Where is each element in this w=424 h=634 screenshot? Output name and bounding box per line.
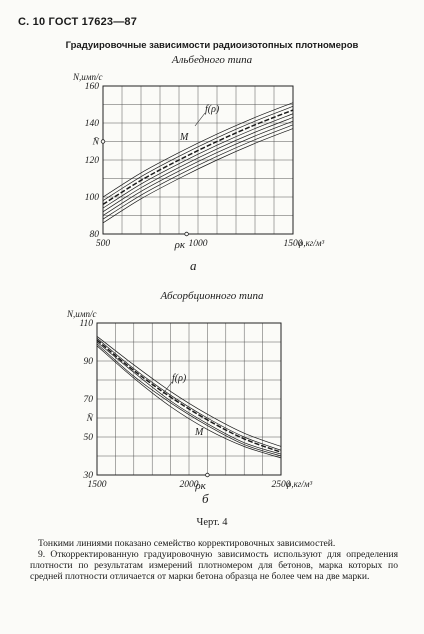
series-line: [96, 337, 282, 451]
x-tick-label: 2000: [180, 480, 199, 490]
curve-leader: [161, 381, 173, 396]
x-marker-point: [184, 231, 189, 237]
series-line: [96, 343, 282, 457]
x-tick-label: 1000: [189, 239, 208, 249]
x-marker-point: [205, 472, 210, 478]
curves: [102, 102, 294, 224]
plot-frame: [102, 85, 294, 235]
series-line: [102, 102, 294, 198]
figure-title: Градуировочные зависимости радиоизотопны…: [65, 40, 359, 51]
y-axis-label: N,имп/с: [66, 309, 97, 319]
plot-frame: [96, 322, 282, 476]
series-line-main: [96, 339, 282, 453]
paragraph-note: Тонкими линиями показано семейство корре…: [38, 538, 336, 549]
grid: [97, 323, 281, 475]
series-line: [102, 117, 294, 213]
y-tick-label: 140: [85, 119, 100, 129]
y-axis-label: N,имп/с: [72, 72, 103, 82]
y-tick-label: 80: [90, 230, 100, 240]
series-line: [102, 120, 294, 216]
x-marker-label: ρк: [194, 480, 206, 492]
y-tick-label: 50: [84, 433, 94, 443]
y-tick-label: 70: [84, 395, 94, 405]
curve-label: f(ρ): [172, 373, 187, 384]
curves: [96, 336, 282, 459]
y-tick-label: 30: [83, 471, 94, 481]
figure-caption: Черт. 4: [196, 517, 228, 528]
series-line: [102, 113, 294, 209]
curve-leader: [194, 112, 206, 127]
series-line: [102, 128, 294, 224]
y-tick-label: 120: [85, 156, 100, 166]
series-line: [102, 124, 294, 220]
y-marker-label: N̄: [92, 136, 100, 147]
y-tick-label: 100: [85, 193, 100, 203]
series-line: [96, 341, 282, 455]
x-tick-label: 2500: [272, 480, 291, 490]
chart-b-subtitle: Абсорбционного типа: [160, 290, 264, 302]
x-tick-label: 500: [96, 239, 111, 249]
x-tick-label: 1500: [88, 480, 107, 490]
series-line-main: [102, 109, 294, 206]
paragraph-9: 9. Откорректированную градуировочную зав…: [30, 549, 398, 582]
x-marker-label: ρк: [174, 239, 186, 251]
series-line: [96, 336, 282, 447]
grid: [103, 86, 293, 234]
y-tick-label: 110: [79, 319, 93, 329]
page-header: С. 10 ГОСТ 17623—87: [18, 16, 138, 28]
x-tick-label: 1500: [284, 239, 303, 249]
y-tick-label-mean: N̄: [86, 413, 94, 424]
x-axis-label: ρ,кг/м³: [286, 479, 313, 489]
chart-b-letter: б: [202, 491, 209, 506]
point-label: M: [179, 132, 189, 143]
chart-a-subtitle: Альбедного типа: [171, 54, 253, 66]
chart-a-letter: а: [190, 258, 197, 273]
curve-label: f(ρ): [205, 104, 220, 115]
y-tick-label: 160: [85, 82, 100, 92]
y-tick-label: 90: [84, 357, 94, 367]
y-marker-point: [100, 139, 106, 144]
point-label: M: [194, 427, 204, 438]
x-axis-label: ρ,кг/м³: [298, 238, 325, 248]
series-line: [102, 106, 294, 201]
chart-absorption: 1500 2000 2500 30 50 70 90 110 N̄ N,имп/с ρ,кг/м³ ρ…: [66, 309, 313, 492]
series-line: [96, 345, 282, 459]
